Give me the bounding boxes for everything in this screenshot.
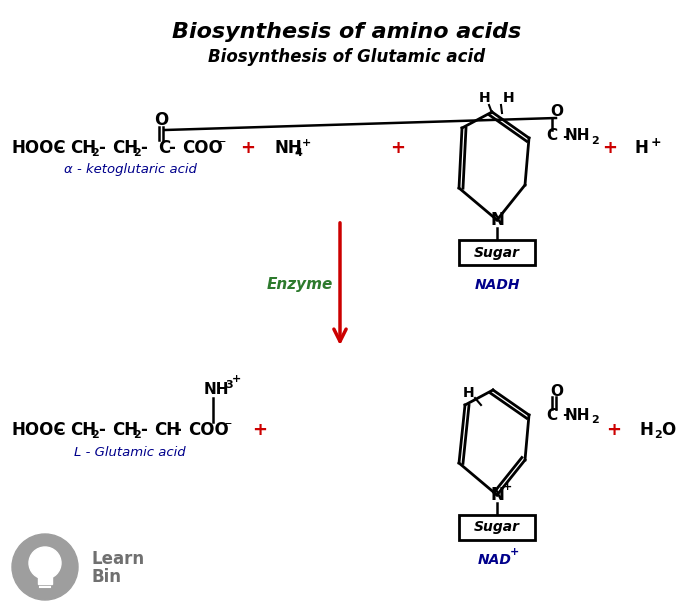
Text: COO: COO bbox=[182, 139, 223, 157]
Text: H: H bbox=[635, 139, 649, 157]
Text: +: + bbox=[302, 138, 311, 148]
Text: C: C bbox=[546, 129, 557, 143]
Text: +: + bbox=[253, 421, 267, 439]
Bar bbox=[459, 515, 535, 540]
Circle shape bbox=[12, 534, 78, 600]
Text: O: O bbox=[661, 421, 675, 439]
Text: Biosynthesis of Glutamic acid: Biosynthesis of Glutamic acid bbox=[208, 48, 486, 66]
Text: NH: NH bbox=[564, 129, 590, 143]
Text: -: - bbox=[174, 421, 181, 439]
Text: -: - bbox=[98, 139, 105, 157]
Text: Enzyme: Enzyme bbox=[266, 277, 333, 292]
Text: 2: 2 bbox=[91, 148, 99, 158]
Text: C: C bbox=[546, 408, 557, 423]
Text: +: + bbox=[232, 374, 242, 384]
Text: 3: 3 bbox=[225, 380, 232, 390]
Text: NH: NH bbox=[564, 408, 590, 423]
Text: N: N bbox=[490, 486, 504, 504]
Text: -: - bbox=[98, 421, 105, 439]
Text: H: H bbox=[640, 421, 654, 439]
Text: ⁻: ⁻ bbox=[224, 419, 231, 433]
Text: -: - bbox=[56, 421, 63, 439]
Text: NH: NH bbox=[204, 383, 230, 397]
Text: CH: CH bbox=[154, 421, 180, 439]
Text: 2: 2 bbox=[591, 415, 599, 425]
Text: -: - bbox=[562, 408, 568, 423]
Text: O: O bbox=[550, 105, 564, 119]
Text: +: + bbox=[510, 547, 520, 557]
Text: HOOC: HOOC bbox=[12, 421, 67, 439]
Text: -: - bbox=[56, 139, 63, 157]
Text: Sugar: Sugar bbox=[474, 520, 520, 534]
Text: N: N bbox=[490, 211, 504, 229]
Text: -: - bbox=[562, 129, 568, 143]
Text: +: + bbox=[391, 139, 405, 157]
Text: Sugar: Sugar bbox=[474, 245, 520, 260]
Text: CH: CH bbox=[112, 421, 138, 439]
Text: 2: 2 bbox=[133, 430, 141, 440]
Bar bbox=[38, 577, 52, 584]
Text: CH: CH bbox=[70, 139, 96, 157]
Text: ⁻: ⁻ bbox=[218, 137, 226, 151]
Text: CH: CH bbox=[70, 421, 96, 439]
Circle shape bbox=[29, 547, 61, 579]
Text: +: + bbox=[651, 135, 661, 148]
Text: NAD: NAD bbox=[478, 553, 512, 567]
Text: H: H bbox=[463, 386, 475, 400]
Text: +: + bbox=[607, 421, 622, 439]
Text: O: O bbox=[154, 111, 168, 129]
Text: H: H bbox=[479, 91, 491, 105]
Text: O: O bbox=[550, 384, 564, 399]
Text: +: + bbox=[241, 139, 255, 157]
Text: Bin: Bin bbox=[92, 568, 122, 586]
Text: 2: 2 bbox=[591, 136, 599, 146]
Text: C: C bbox=[158, 139, 170, 157]
Text: Learn: Learn bbox=[92, 550, 145, 568]
Text: -: - bbox=[140, 421, 147, 439]
Text: COO: COO bbox=[188, 421, 229, 439]
Text: +: + bbox=[503, 482, 513, 492]
Text: NH: NH bbox=[275, 139, 303, 157]
Text: α - ketoglutaric acid: α - ketoglutaric acid bbox=[64, 164, 196, 177]
Text: H: H bbox=[503, 91, 515, 105]
Text: 2: 2 bbox=[654, 430, 662, 440]
Text: +: + bbox=[602, 139, 618, 157]
Bar bbox=[459, 240, 535, 265]
Text: -: - bbox=[168, 139, 175, 157]
Text: HOOC: HOOC bbox=[12, 139, 67, 157]
Text: 4: 4 bbox=[295, 148, 303, 158]
Text: L - Glutamic acid: L - Glutamic acid bbox=[74, 445, 186, 459]
Text: Biosynthesis of amino acids: Biosynthesis of amino acids bbox=[172, 22, 522, 42]
Text: NADH: NADH bbox=[474, 278, 520, 292]
Text: 2: 2 bbox=[133, 148, 141, 158]
Text: CH: CH bbox=[112, 139, 138, 157]
Text: 2: 2 bbox=[91, 430, 99, 440]
Text: -: - bbox=[140, 139, 147, 157]
